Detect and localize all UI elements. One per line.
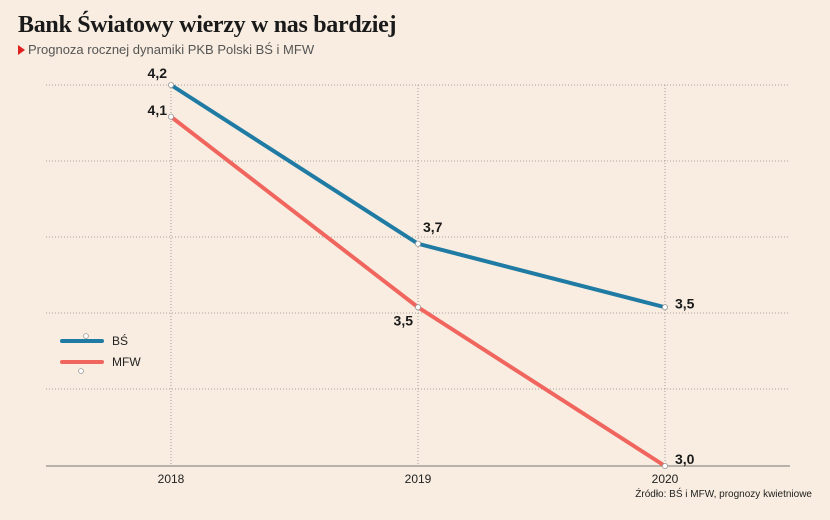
legend-marker [78,368,84,374]
chart-subtitle: Prognoza rocznej dynamiki PKB Polski BŚ … [18,42,314,57]
x-tick-label: 2020 [652,472,679,486]
data-label: 3,0 [675,451,695,467]
legend-label: BŚ [112,333,128,348]
triangle-marker-icon [18,45,25,55]
subtitle-text: Prognoza rocznej dynamiki PKB Polski BŚ … [28,42,315,57]
chart-title: Bank Światowy wierzy w nas bardziej [18,12,397,38]
data-label: 3,7 [423,219,443,235]
data-point [414,304,421,311]
legend-marker [83,333,89,339]
data-point [167,113,174,120]
legend-label: MFW [112,355,141,369]
x-tick-label: 2018 [158,472,185,486]
data-label: 4,2 [148,65,168,81]
data-point [662,462,669,469]
data-label: 3,5 [675,295,695,311]
data-label: 3,5 [394,312,414,328]
data-point [414,240,421,247]
data-point [167,82,174,89]
source-note: Źródło: BŚ i MFW, prognozy kwietniowe [635,489,812,500]
data-point [662,304,669,311]
data-label: 4,1 [148,102,168,118]
x-tick-label: 2019 [405,472,432,486]
